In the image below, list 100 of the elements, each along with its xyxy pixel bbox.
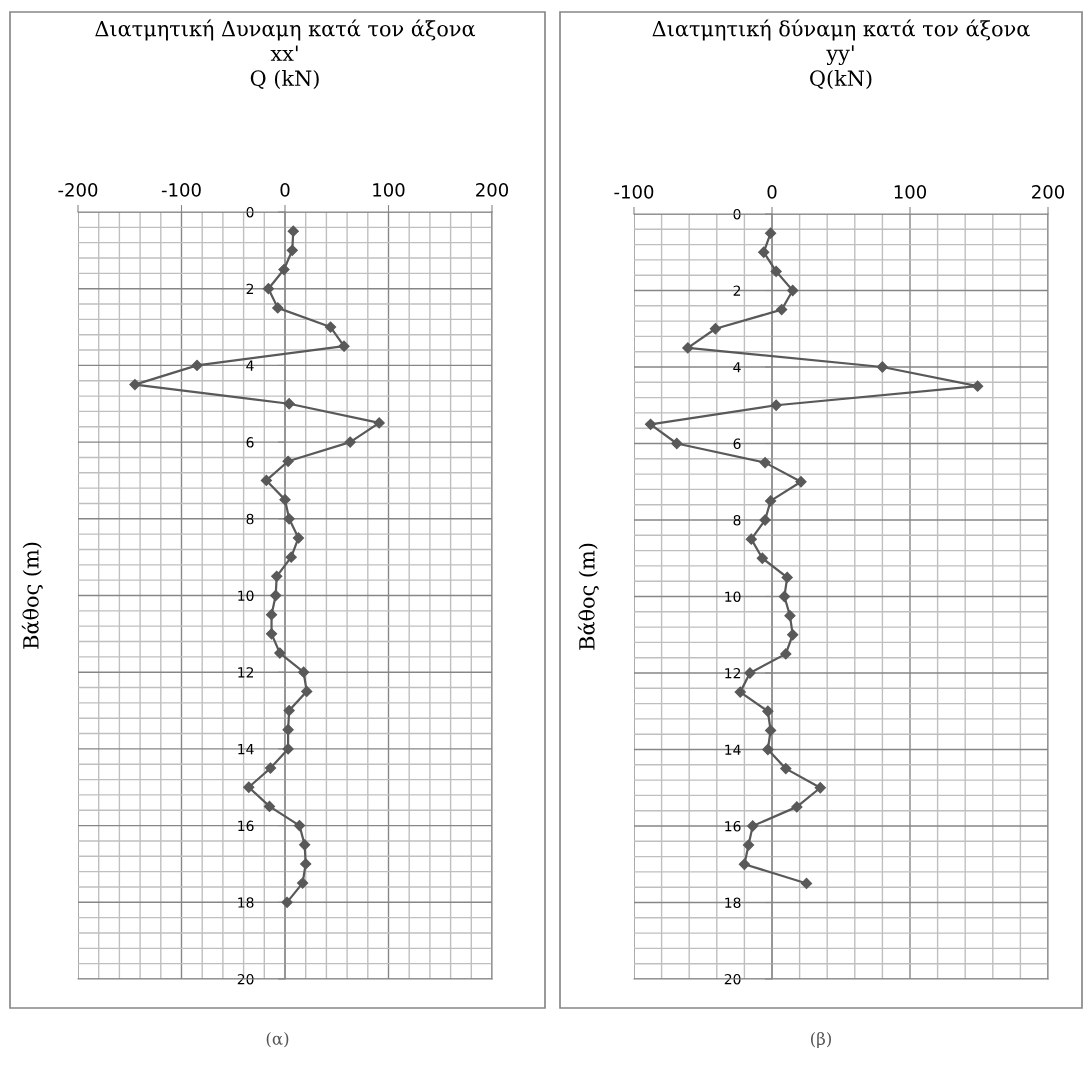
point bbox=[263, 800, 276, 813]
point bbox=[265, 628, 278, 640]
point bbox=[791, 801, 803, 813]
point bbox=[283, 513, 295, 525]
point bbox=[272, 302, 284, 314]
point bbox=[778, 590, 791, 603]
x-tick-label: 200 bbox=[476, 183, 509, 197]
point bbox=[281, 896, 293, 908]
point bbox=[780, 648, 792, 660]
y-tick-label: 6 bbox=[733, 438, 741, 449]
y-tick-label: 10 bbox=[725, 591, 741, 602]
point bbox=[293, 819, 306, 832]
x-tick-label: -100 bbox=[161, 183, 201, 197]
point bbox=[191, 359, 203, 372]
point bbox=[762, 743, 774, 756]
point bbox=[765, 724, 777, 736]
point bbox=[787, 284, 799, 297]
point bbox=[795, 476, 807, 488]
point bbox=[742, 839, 755, 851]
x-axis-title: Q (kN) bbox=[250, 69, 319, 90]
text: (β) bbox=[811, 1031, 831, 1049]
x-tick-label: -100 bbox=[614, 185, 654, 199]
point bbox=[286, 244, 298, 256]
point bbox=[787, 629, 799, 641]
point bbox=[784, 610, 796, 622]
point bbox=[759, 457, 771, 469]
point bbox=[285, 551, 297, 563]
point bbox=[770, 265, 782, 277]
point bbox=[296, 877, 309, 889]
y-tick-label: 18 bbox=[725, 897, 741, 908]
point bbox=[265, 609, 278, 621]
point bbox=[287, 225, 299, 237]
y-tick-label: 12 bbox=[725, 667, 741, 679]
point bbox=[282, 724, 294, 736]
point bbox=[282, 743, 294, 755]
x-tick-label: 200 bbox=[1032, 185, 1065, 199]
point bbox=[324, 321, 337, 333]
point bbox=[260, 474, 272, 487]
point bbox=[129, 378, 141, 391]
point bbox=[800, 877, 813, 889]
point bbox=[876, 361, 889, 373]
point bbox=[671, 437, 683, 450]
y-axis-title: Βάθος (m) bbox=[577, 543, 599, 650]
y-tick-label: 8 bbox=[733, 514, 741, 526]
point bbox=[270, 589, 282, 602]
point bbox=[278, 263, 290, 276]
point bbox=[344, 436, 356, 448]
point bbox=[765, 495, 777, 507]
point bbox=[780, 763, 792, 775]
point bbox=[279, 494, 291, 506]
point bbox=[283, 398, 295, 410]
point bbox=[373, 417, 385, 429]
y-tick-label: 20 bbox=[724, 973, 741, 985]
point bbox=[301, 685, 313, 697]
y-tick-label: 4 bbox=[246, 360, 254, 371]
point bbox=[282, 455, 294, 467]
point bbox=[264, 762, 277, 774]
point bbox=[299, 839, 311, 851]
point bbox=[756, 552, 768, 564]
y-tick-label: 4 bbox=[733, 362, 741, 373]
point bbox=[292, 532, 305, 544]
point bbox=[814, 782, 826, 794]
x-axis-title: Q(kN) bbox=[810, 69, 872, 90]
point bbox=[283, 704, 295, 717]
point bbox=[262, 283, 275, 295]
y-tick-label: 14 bbox=[238, 744, 254, 755]
text: (α) bbox=[266, 1031, 289, 1048]
y-tick-label: 16 bbox=[725, 820, 741, 832]
y-tick-label: 0 bbox=[246, 206, 254, 218]
point bbox=[243, 781, 255, 793]
y-tick-label: 12 bbox=[238, 667, 254, 678]
point bbox=[734, 686, 746, 698]
point bbox=[758, 246, 770, 258]
x-tick-label: 100 bbox=[373, 183, 405, 197]
x-tick-label: 0 bbox=[767, 185, 777, 199]
y-tick-label: 18 bbox=[238, 897, 254, 908]
point bbox=[770, 399, 782, 411]
y-tick-label: 2 bbox=[246, 283, 254, 294]
point bbox=[300, 858, 312, 870]
y-tick-label: 14 bbox=[725, 744, 741, 755]
point bbox=[747, 820, 759, 832]
point bbox=[644, 418, 657, 430]
point bbox=[274, 647, 286, 659]
point bbox=[781, 571, 793, 583]
y-axis-title: Βάθος (m) bbox=[21, 542, 43, 649]
x-tick-label: 0 bbox=[280, 183, 290, 197]
y-tick-label: 10 bbox=[238, 590, 254, 601]
y-tick-label: 6 bbox=[246, 437, 254, 448]
point bbox=[738, 858, 751, 870]
y-tick-label: 20 bbox=[237, 973, 254, 985]
chart-title: Διατμητική Δυναμη κατά τον άξονα xx' bbox=[95, 19, 476, 61]
point bbox=[271, 570, 283, 582]
point bbox=[972, 380, 984, 392]
point bbox=[338, 340, 350, 352]
point bbox=[762, 705, 774, 717]
y-tick-label: 8 bbox=[246, 513, 254, 525]
point bbox=[776, 304, 788, 316]
y-tick-label: 2 bbox=[733, 285, 741, 296]
point bbox=[765, 227, 777, 239]
x-tick-label: -200 bbox=[58, 183, 98, 197]
